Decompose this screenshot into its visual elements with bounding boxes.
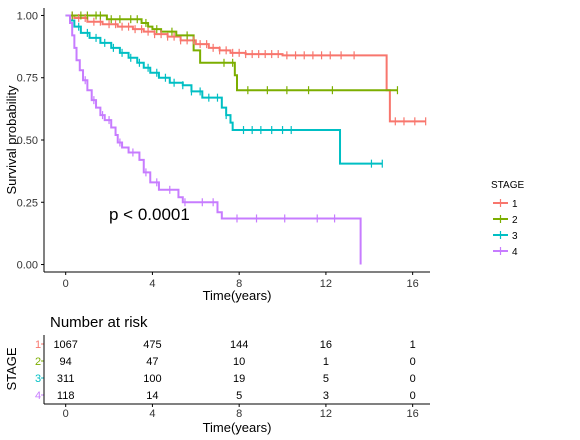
risk-cell: 118 xyxy=(57,390,75,402)
risk-x-ticks: 0 4 8 12 16 xyxy=(63,404,419,420)
legend-label-stage-4: 4 xyxy=(512,247,518,258)
risk-cell: 0 xyxy=(410,373,416,385)
legend-label-stage-1: 1 xyxy=(512,199,518,210)
risk-cell: 10 xyxy=(233,356,245,368)
km-x-tick-label: 4 xyxy=(149,278,155,290)
risk-cell: 1 xyxy=(410,339,416,351)
risk-x-axis-title: Time(years) xyxy=(203,420,272,435)
risk-cell: 47 xyxy=(146,356,158,368)
risk-cell: 1 xyxy=(323,356,329,368)
risk-table-rows: 1 1067 475 144 16 12 94 47 10 1 03 311 100 19 5 04 118 14… xyxy=(35,339,416,402)
km-y-tick-label: 0.50 xyxy=(17,135,38,147)
risk-cell: 94 xyxy=(60,356,72,368)
risk-row-label-stage-3: 3 xyxy=(35,373,41,385)
risk-table-title: Number at risk xyxy=(50,314,148,331)
risk-cell: 5 xyxy=(236,390,242,402)
risk-x-tick-label: 8 xyxy=(236,408,242,420)
km-y-tick-label: 0.00 xyxy=(17,260,38,272)
km-curve-stage-2 xyxy=(65,14,398,92)
risk-cell: 16 xyxy=(320,339,332,351)
risk-cell: 1067 xyxy=(53,339,77,351)
risk-cell: 0 xyxy=(410,390,416,402)
km-x-tick-label: 16 xyxy=(407,278,419,290)
legend-title: STAGE xyxy=(491,180,524,191)
risk-cell: 475 xyxy=(143,339,161,351)
legend: STAGE 1 2 3 4 xyxy=(491,180,524,258)
risk-cell: 19 xyxy=(233,373,245,385)
km-x-tick-label: 12 xyxy=(320,278,332,290)
risk-cell: 100 xyxy=(143,373,161,385)
km-y-axis-title: Survival probability xyxy=(4,85,19,195)
risk-row-label-stage-4: 4 xyxy=(35,390,41,402)
km-y-tick-label: 0.25 xyxy=(17,197,38,209)
risk-x-tick-label: 4 xyxy=(149,408,155,420)
legend-label-stage-2: 2 xyxy=(512,215,518,226)
km-y-tick-label: 1.00 xyxy=(17,10,38,22)
risk-cell: 311 xyxy=(57,373,75,385)
km-y-ticks: 0.00 0.25 0.50 0.75 1.00 xyxy=(17,10,44,272)
legend-label-stage-3: 3 xyxy=(512,231,518,242)
risk-row-label-stage-1: 1 xyxy=(35,339,41,351)
risk-cell: 144 xyxy=(230,339,248,351)
km-x-axis-title: Time(years) xyxy=(203,288,272,303)
risk-cell: 5 xyxy=(323,373,329,385)
risk-cell: 14 xyxy=(146,390,158,402)
km-curve-stage-3 xyxy=(65,14,383,165)
km-x-tick-label: 8 xyxy=(236,278,242,290)
risk-row-label-stage-2: 2 xyxy=(35,356,41,368)
km-curve-stage-1 xyxy=(65,14,426,123)
risk-x-tick-label: 16 xyxy=(407,408,419,420)
km-curve-stage-4 xyxy=(65,14,362,265)
risk-cell: 3 xyxy=(323,390,329,402)
km-plot-panel: 0 4 8 12 16 0.00 0.25 0.50 0.75 1.00 Time(years)… xyxy=(4,8,430,303)
km-censor-marks xyxy=(71,11,427,223)
risk-x-tick-label: 12 xyxy=(320,408,332,420)
risk-x-tick-label: 0 xyxy=(63,408,69,420)
km-y-tick-label: 0.75 xyxy=(17,73,38,85)
km-x-tick-label: 0 xyxy=(63,278,69,290)
risk-table-panel: Number at risk 1 1067 475 144 16 12 94 47 10 1 03 3… xyxy=(4,314,430,435)
legend-items: 1 2 3 4 xyxy=(493,199,518,258)
km-x-ticks: 0 4 8 12 16 xyxy=(63,272,419,290)
risk-y-axis-title: STAGE xyxy=(4,347,19,390)
risk-cell: 0 xyxy=(410,356,416,368)
p-value-annotation: p < 0.0001 xyxy=(109,205,190,224)
